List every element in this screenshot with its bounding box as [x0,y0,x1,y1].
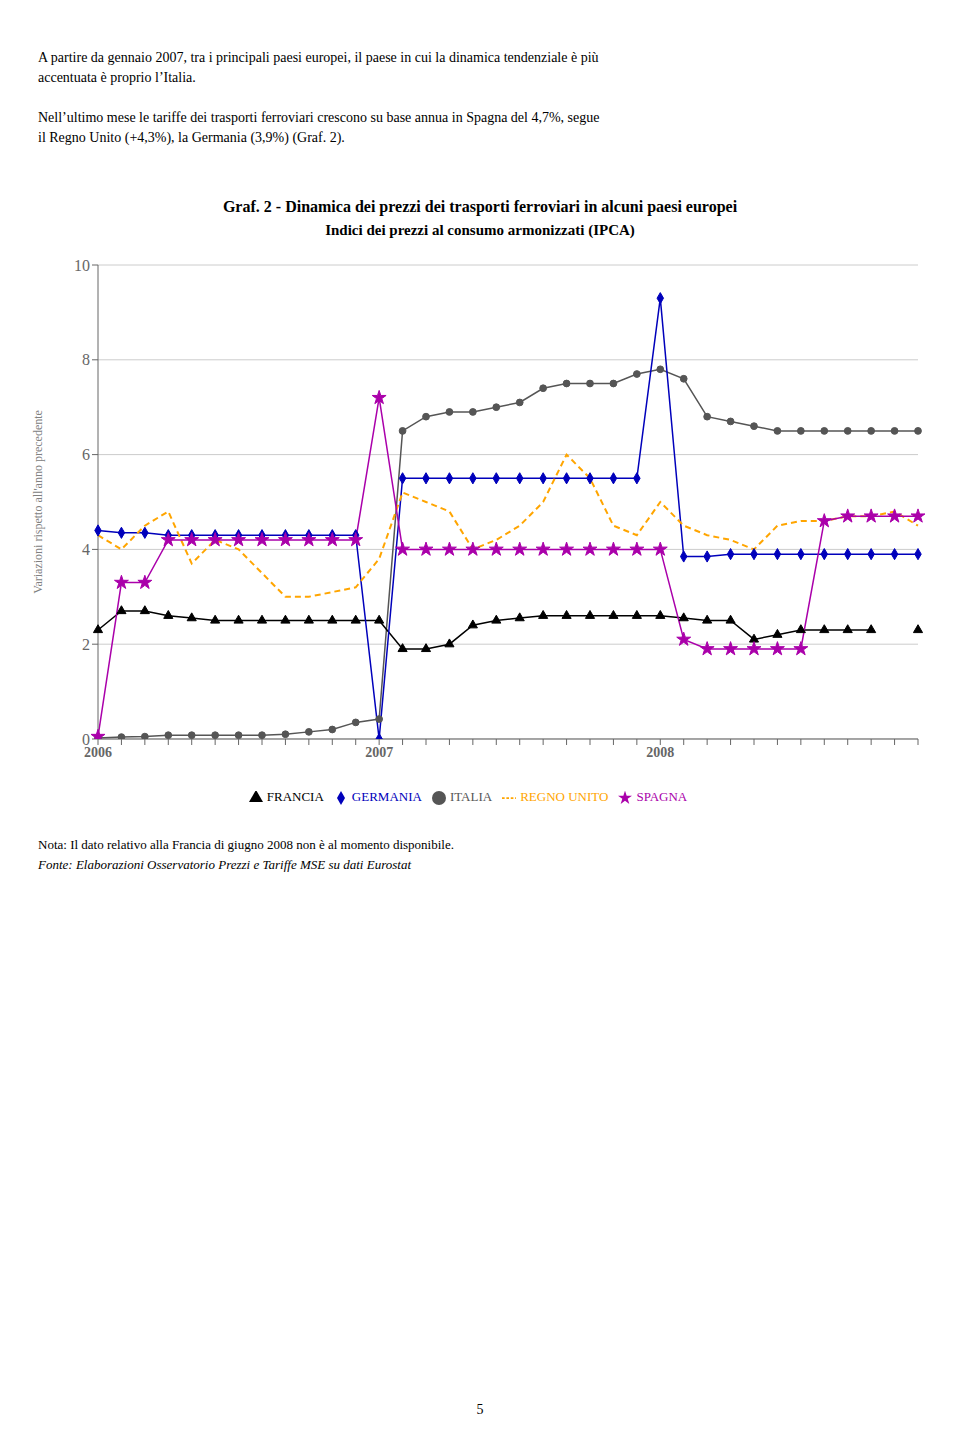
html-text:Graf. 2 - Dinamica dei prezzi: Graf. 2 - Dinamica dei prezzi dei traspo… [222,198,738,215]
svg-text:2007: 2007 [365,745,393,760]
html-text:Fonte: Elaborazioni Osservator: Fonte: Elaborazioni Osservatorio Prezzi … [38,857,411,872]
svg-text:2008: 2008 [646,745,674,760]
html-text:SPAGNA: SPAGNA [636,789,688,804]
svg-text:4: 4 [82,541,90,558]
svg-text:0: 0 [82,731,90,748]
html-text:REGNO UNITO: REGNO UNITO [520,789,609,804]
html-text:GERMANIA: GERMANIA [351,789,422,804]
svg-text:2: 2 [82,636,90,653]
html-text:Indici dei prezzi al consumo a: Indici dei prezzi al consumo armonizzati… [325,222,635,238]
svg-text:10: 10 [74,257,90,274]
html-text:A partire da gennaio 2007, tra: A partire da gennaio 2007, tra i princip… [38,50,599,65]
svg-text:2006: 2006 [84,744,112,760]
html-text:Nota: Il dato relativo alla Fr: Nota: Il dato relativo alla Francia di g… [38,837,454,852]
html-text:ITALIA: ITALIA [449,789,493,804]
svg-text:6: 6 [82,446,90,463]
html-text:accentuata è proprio l’Italia.: accentuata è proprio l’Italia. [38,70,196,85]
html-text:Nell’ultimo mese le tariffe de: Nell’ultimo mese le tariffe dei trasport… [38,110,600,125]
html-text:5: 5 [476,1402,484,1417]
html-text:il Regno Unito (+4,3%), la Ger: il Regno Unito (+4,3%), la Germania (3,9… [38,130,345,145]
svg-text:8: 8 [82,351,90,368]
svg-text:Variazioni rispetto all'anno p: Variazioni rispetto all'anno precedente [31,410,45,594]
html-text:FRANCIA: FRANCIA [266,789,324,804]
